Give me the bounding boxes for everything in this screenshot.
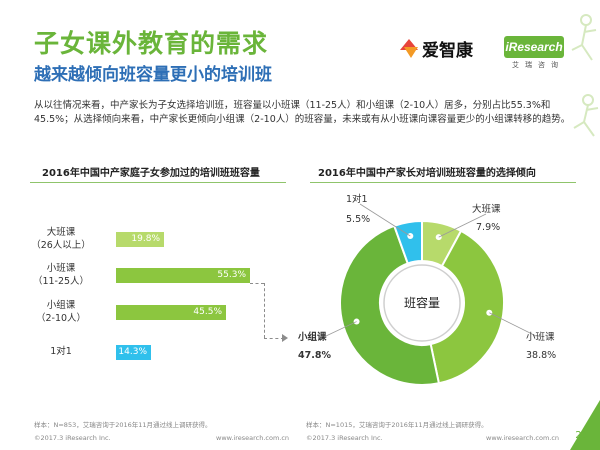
iresearch-logo: iResearch xyxy=(504,36,564,58)
page-title: 子女课外教育的需求 xyxy=(34,29,269,58)
iresearch-subtitle: 艾瑞咨询 xyxy=(512,61,564,69)
slice-label: 1对1 xyxy=(346,193,368,205)
bar-category-label: 大班课 （26人以上） xyxy=(26,226,96,252)
bar xyxy=(116,232,164,247)
donut-center-label: 班容量 xyxy=(404,295,440,310)
donut-slice xyxy=(429,229,505,385)
bar xyxy=(116,268,250,283)
donut-svg: 班容量 大班课 7.9% 小班课 38.8% 小组课 47.8% 1对1 5.5% xyxy=(297,193,556,386)
footer-copyright-left: ©2017.3 iResearch Inc. xyxy=(34,434,111,442)
bar-value-label: 45.5% xyxy=(193,307,222,317)
leader-dot xyxy=(407,233,414,240)
footer-url-right[interactable]: www.iresearch.com.cn xyxy=(486,434,560,442)
slice-value-label: 47.8% xyxy=(298,350,331,361)
donut-chart: 班容量 大班课 7.9% 小班课 38.8% 小组课 47.8% 1对1 5.5% xyxy=(297,180,580,420)
bar-value-label: 55.3% xyxy=(217,270,246,280)
bar-category-label: 小组课 （2-10人） xyxy=(26,299,96,325)
bar xyxy=(116,305,226,320)
donut-center xyxy=(383,264,461,342)
arrow-icon xyxy=(282,334,288,342)
brand-mark-icon xyxy=(400,38,418,59)
bar-title-rule xyxy=(30,182,286,183)
donut-chart-note: 样本：N=1015，艾瑞咨询于2016年11月通过线上调研获得。 xyxy=(306,421,488,429)
footer-url-left: www.iresearch.com.cn xyxy=(216,434,290,442)
slice-value-label: 5.5% xyxy=(346,214,370,225)
bar-category-sub: （2-10人） xyxy=(35,313,87,324)
corner-decoration xyxy=(570,400,600,450)
donut-chart-title: 2016年中国中产家长对培训班班容量的选择倾向 xyxy=(318,168,536,179)
slice-value-label: 38.8% xyxy=(526,350,556,361)
bar-category-label: 小班课 （11-25人） xyxy=(26,262,96,288)
page-subtitle: 越来越倾向班容量更小的培训班 xyxy=(34,65,272,85)
slice-label: 大班课 xyxy=(472,203,501,215)
connector-line xyxy=(264,338,284,339)
donut-slice xyxy=(339,224,441,386)
donut-slice xyxy=(392,219,423,265)
bar-chart-note: 样本：N=853，艾瑞咨询于2016年11月通过线上调研获得。 xyxy=(34,421,212,429)
bar-category-label: 1对1 xyxy=(26,345,96,358)
slice-label: 小班课 xyxy=(526,331,555,343)
bar-category-name: 1对1 xyxy=(50,346,72,357)
bar-value-label: 14.3% xyxy=(118,347,147,357)
bar-value-label: 19.8% xyxy=(131,234,160,244)
intro-text: 从以往情况来看，中产家长为子女选择培训班，班容量以小班课（11-25人）和小组课… xyxy=(34,100,571,125)
page-number: 23 xyxy=(575,430,588,441)
bar-category-name: 小班课 xyxy=(46,263,76,274)
footer-copyright-right: ©2017.3 iResearch Inc. xyxy=(306,434,383,442)
leader-dot xyxy=(353,318,360,325)
leader-line xyxy=(438,213,487,238)
leader-line xyxy=(489,312,537,337)
brand-logo: 爱智康 xyxy=(400,36,473,61)
donut-title-rule xyxy=(310,182,576,183)
slice-label: 小组课 xyxy=(297,331,327,343)
leader-line xyxy=(325,321,357,337)
decorative-figure-icon xyxy=(571,14,599,137)
brand-name: 爱智康 xyxy=(422,41,473,61)
bar-category-sub: （26人以上） xyxy=(31,240,91,251)
bar-category-sub: （11-25人） xyxy=(32,276,90,287)
bar-category-name: 大班课 xyxy=(46,227,76,238)
bar xyxy=(116,345,151,360)
connector-line xyxy=(250,283,264,284)
bar-chart-title: 2016年中国中产家庭子女参加过的培训班班容量 xyxy=(42,168,260,179)
bar-category-name: 小组课 xyxy=(46,300,76,311)
leader-line xyxy=(359,203,411,237)
connector-line xyxy=(264,283,265,338)
slice-value-label: 7.9% xyxy=(476,222,500,233)
